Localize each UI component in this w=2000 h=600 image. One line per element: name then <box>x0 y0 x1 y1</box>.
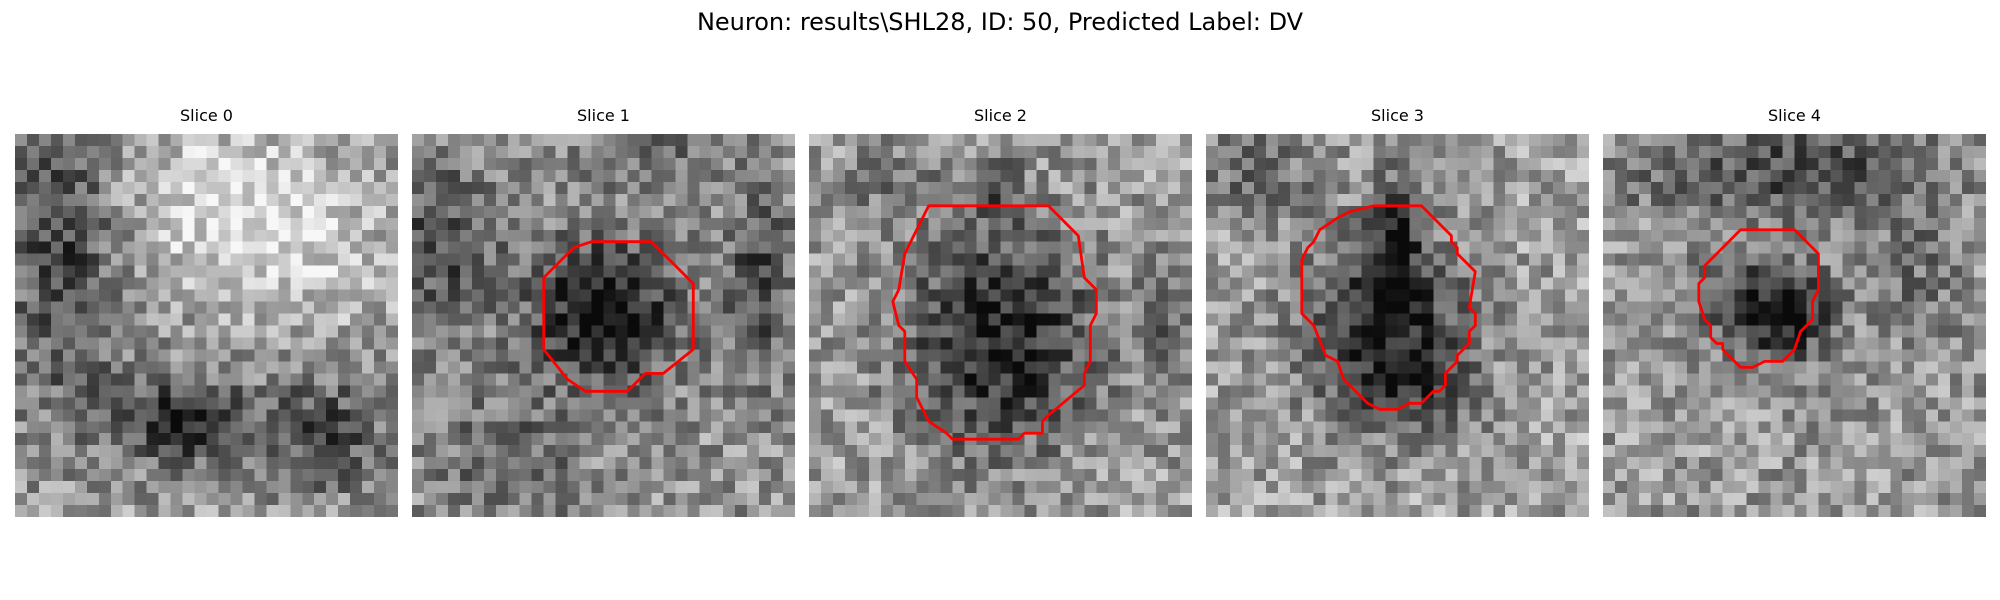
pixel-grid <box>809 134 1192 517</box>
slice-panel-2: Slice 2 <box>809 106 1192 517</box>
contour-outline <box>891 204 1098 441</box>
slice-title: Slice 1 <box>577 106 630 125</box>
slice-title: Slice 4 <box>1768 106 1821 125</box>
slice-image <box>1603 134 1986 517</box>
slice-title: Slice 2 <box>974 106 1027 125</box>
slice-title: Slice 0 <box>180 106 233 125</box>
slice-panel-3: Slice 3 <box>1206 106 1589 517</box>
figure-title: Neuron: results\SHL28, ID: 50, Predicted… <box>696 8 1304 36</box>
slice-panel-1: Slice 1 <box>412 106 795 517</box>
pixel-grid <box>412 134 795 517</box>
slice-image <box>15 134 398 517</box>
slice-image <box>412 134 795 517</box>
pixel-grid <box>15 134 398 517</box>
contour-outline <box>1300 204 1477 411</box>
slice-title: Slice 3 <box>1371 106 1424 125</box>
slice-image <box>1206 134 1589 517</box>
contour-outline <box>542 240 695 393</box>
slice-panel-0: Slice 0 <box>15 106 398 517</box>
slice-image <box>809 134 1192 517</box>
pixel-grid <box>1603 134 1986 517</box>
contour-outline <box>1697 228 1820 369</box>
pixel-grid <box>1206 134 1589 517</box>
slice-panel-4: Slice 4 <box>1603 106 1986 517</box>
